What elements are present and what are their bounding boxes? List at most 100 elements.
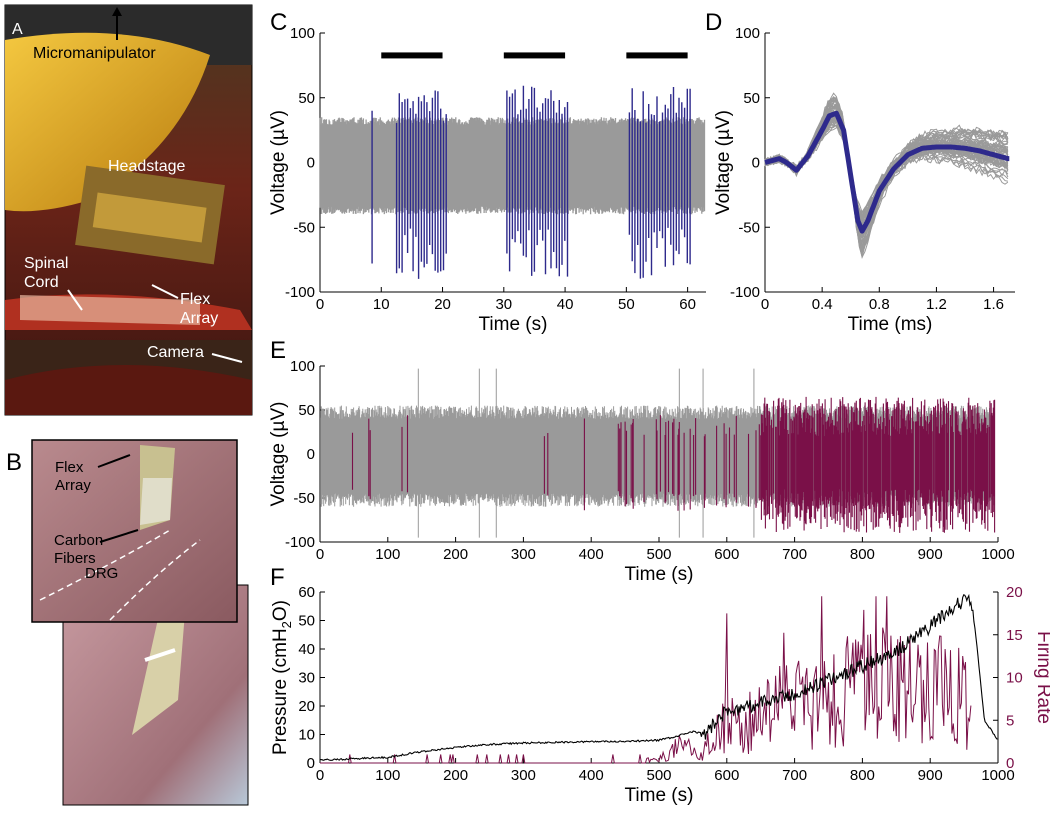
y-tick-label: 30: [298, 670, 315, 687]
x-tick-label: 200: [443, 546, 468, 563]
y-tick-label: 100: [290, 25, 315, 42]
x-tick-label: 1000: [981, 767, 1014, 784]
series-mean-waveform: [763, 110, 1011, 234]
label-spinal: Spinal: [24, 255, 68, 272]
x-axis-label: Time (s): [479, 314, 548, 335]
arrow-flex-array-a: [151, 284, 179, 299]
chart-e: 0 100 200 300 400 500 600 700 800 900 1000 -100 -50 0…: [268, 358, 1015, 585]
y-tick-label: -50: [293, 490, 315, 507]
x-tick-label: 0: [316, 546, 324, 563]
y-tick-label: -100: [285, 534, 315, 551]
x-tick-label: 700: [782, 767, 807, 784]
x-tick-label: 10: [373, 296, 390, 313]
panel-letter-a: A: [12, 21, 23, 38]
x-tick-label: 1.2: [926, 296, 947, 313]
x-tick-label: 400: [579, 546, 604, 563]
y-tick-label: 10: [298, 727, 315, 744]
arrow-spinal-cord: [67, 289, 83, 311]
x-tick-label: 0: [761, 296, 769, 313]
y2-tick-label: 0: [1006, 755, 1014, 772]
x-tick-label: 700: [782, 546, 807, 563]
x-tick-label: 0.8: [869, 296, 890, 313]
y-axis-label: Voltage (µV): [713, 110, 734, 215]
x-tick-label: 800: [850, 546, 875, 563]
label-flex-b: Flex: [55, 459, 84, 476]
y-tick-label: -50: [293, 219, 315, 236]
y-tick-label: 100: [735, 25, 760, 42]
label-headstage: Headstage: [108, 158, 185, 175]
panel-letter-e: E: [270, 337, 286, 364]
x-tick-label: 60: [679, 296, 696, 313]
y2-axis-label: Firing Rate: [1033, 631, 1050, 724]
y-tick-label: 60: [298, 584, 315, 601]
x-tick-label: 500: [646, 767, 671, 784]
x-tick-label: 0: [316, 296, 324, 313]
label-cord: Cord: [24, 274, 59, 291]
x-tick-label: 1.6: [983, 296, 1004, 313]
y-label-part: O): [270, 600, 291, 621]
x-tick-label: 1000: [981, 546, 1014, 563]
y-tick-label: 100: [290, 358, 315, 375]
stimulus-bar: [381, 52, 443, 59]
x-tick-label: 20: [434, 296, 451, 313]
x-axis-label: Time (ms): [848, 314, 933, 335]
y2-tick-label: 10: [1006, 670, 1023, 687]
label-flex-a: Flex: [180, 291, 210, 308]
x-tick-label: 0.4: [812, 296, 833, 313]
label-carbon: Carbon: [54, 532, 103, 549]
x-tick-label: 100: [375, 767, 400, 784]
panel-letter-c: C: [270, 9, 287, 36]
x-tick-label: 200: [443, 767, 468, 784]
y-tick-label: -50: [738, 219, 760, 236]
y-tick-label: -100: [285, 284, 315, 301]
label-drg: DRG: [85, 565, 118, 582]
y-tick-label: 50: [298, 402, 315, 419]
arrowhead-micromanipulator: [112, 7, 122, 16]
y-tick-label: 50: [743, 90, 760, 107]
y-axis-label: Pressure (cmH2O): [270, 600, 294, 755]
y-label-part: Pressure (cmH: [270, 628, 291, 755]
y2-tick-label: 15: [1006, 627, 1023, 644]
x-tick-label: 900: [918, 546, 943, 563]
chart-c: 0 10 20 30 40 50 60 -100 -50 0 50 100 Time (s) Voltag…: [268, 25, 706, 335]
label-camera: Camera: [147, 344, 204, 361]
y-tick-label: 0: [307, 446, 315, 463]
series-firing-rate: [320, 596, 972, 764]
series-pressure: [319, 593, 998, 761]
arrow-carbon-fibers: [99, 529, 139, 543]
x-tick-label: 300: [511, 767, 536, 784]
y-tick-label: -100: [730, 284, 760, 301]
x-tick-label: 300: [511, 546, 536, 563]
arrow-flex-array-b: [97, 454, 131, 468]
panel-letter-d: D: [705, 9, 722, 36]
series-sorted-spikes: [371, 85, 691, 279]
y2-tick-label: 5: [1006, 712, 1014, 729]
y-tick-label: 0: [307, 755, 315, 772]
x-tick-label: 40: [557, 296, 574, 313]
panel-letter-b: B: [6, 449, 22, 476]
chart-f: 0 100 200 300 400 500 600 700 800 900 100001020304…: [270, 584, 1050, 806]
x-tick-label: 400: [579, 767, 604, 784]
y-tick-label: 50: [298, 613, 315, 630]
label-array-a: Array: [180, 310, 218, 327]
x-axis-label: Time (s): [625, 564, 694, 585]
stimulus-bar: [503, 52, 566, 59]
x-tick-label: 0: [316, 767, 324, 784]
label-array-b: Array: [55, 477, 91, 494]
x-tick-label: 900: [918, 767, 943, 784]
x-axis-label: Time (s): [625, 785, 694, 806]
x-tick-label: 50: [618, 296, 635, 313]
photo-a: [4, 4, 253, 416]
stimulus-bar: [626, 52, 688, 59]
y-tick-label: 0: [752, 155, 760, 172]
y-label-sub: 2: [279, 621, 294, 628]
x-tick-label: 100: [375, 546, 400, 563]
label-fibers: Fibers: [54, 550, 96, 567]
series-sorted-spikes: [351, 396, 996, 533]
arrow-camera: [211, 353, 243, 363]
x-tick-label: 600: [714, 546, 739, 563]
x-tick-label: 600: [714, 767, 739, 784]
x-tick-label: 500: [646, 546, 671, 563]
y2-tick-label: 20: [1006, 584, 1023, 601]
